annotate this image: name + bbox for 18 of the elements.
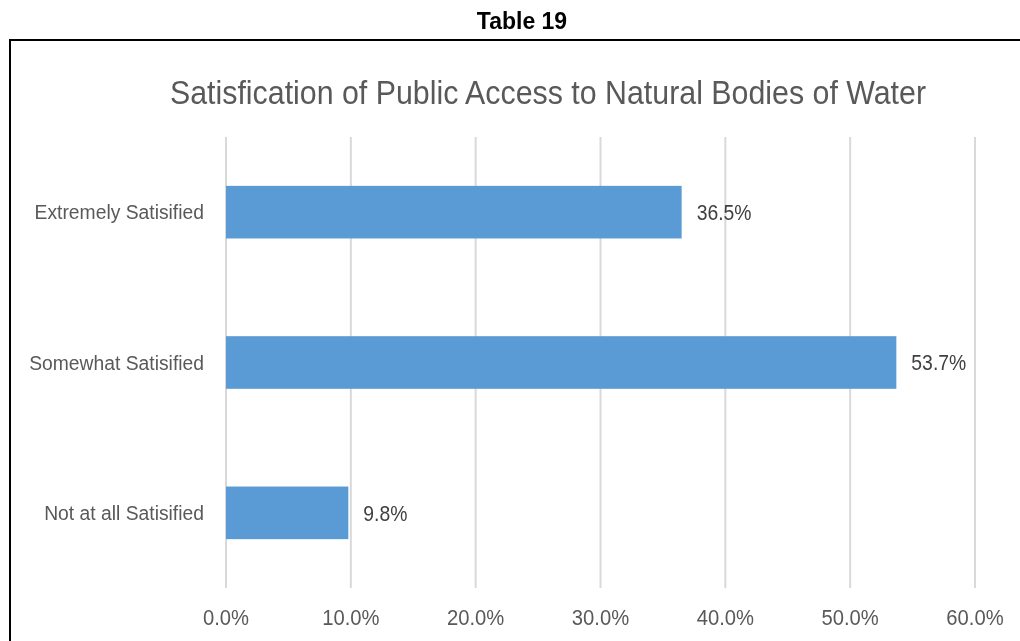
y-tick-label: Not at all Satisified [44,501,204,525]
bar [226,486,349,540]
data-label: 53.7% [911,350,967,375]
x-tick-label: 10.0% [322,605,380,629]
y-tick-label: Somewhat Satisified [29,351,204,374]
data-label: 9.8% [363,500,408,526]
chart-title: Satisfication of Public Access to Natural Bodies of Water [169,74,927,112]
x-tick-label: 0.0% [202,605,250,629]
x-tick-label: 60.0% [946,605,1004,629]
x-tick-label: 50.0% [821,605,880,629]
x-tick-label: 30.0% [571,605,630,629]
x-tick-label: 40.0% [696,605,755,629]
bar [226,185,682,239]
data-label: 36.5% [696,199,752,225]
x-tick-label: 20.0% [446,605,505,629]
caption: Table 19 [476,8,568,34]
bar [226,336,897,389]
y-tick-label: Extremely Satisified [34,200,204,224]
